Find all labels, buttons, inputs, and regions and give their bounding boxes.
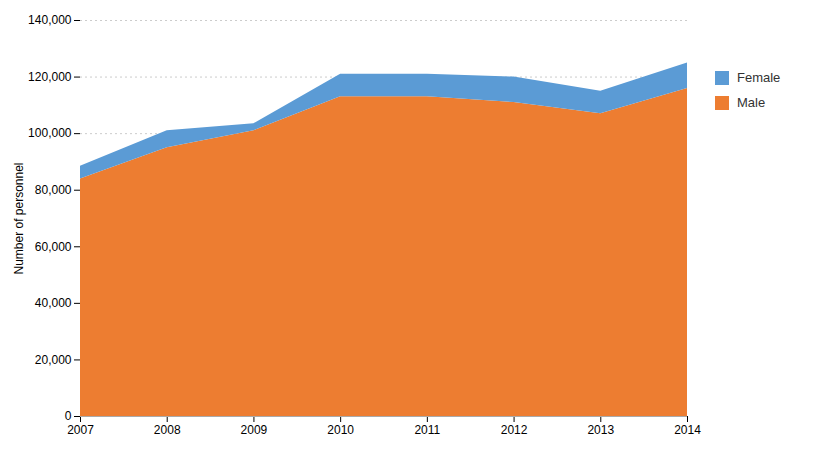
svg-text:120,000: 120,000 — [28, 70, 72, 84]
svg-text:2008: 2008 — [154, 423, 181, 437]
svg-text:60,000: 60,000 — [35, 240, 72, 254]
svg-text:2012: 2012 — [501, 423, 528, 437]
svg-text:2007: 2007 — [67, 423, 94, 437]
svg-text:80,000: 80,000 — [35, 183, 72, 197]
svg-text:2014: 2014 — [674, 423, 701, 437]
html-text:Female: Female — [737, 70, 781, 85]
svg-text:140,000: 140,000 — [28, 13, 72, 27]
svg-text:2010: 2010 — [327, 423, 354, 437]
svg-text:2009: 2009 — [241, 423, 268, 437]
svg-text:2011: 2011 — [414, 423, 440, 437]
svg-text:40,000: 40,000 — [35, 296, 72, 310]
svg-text:2013: 2013 — [587, 423, 614, 437]
svg-text:0: 0 — [65, 409, 72, 423]
svg-text:20,000: 20,000 — [35, 353, 72, 367]
svg-text:Number of personnel: Number of personnel — [12, 162, 26, 274]
svg-text:100,000: 100,000 — [28, 126, 72, 140]
html-text:Male: Male — [737, 95, 766, 110]
